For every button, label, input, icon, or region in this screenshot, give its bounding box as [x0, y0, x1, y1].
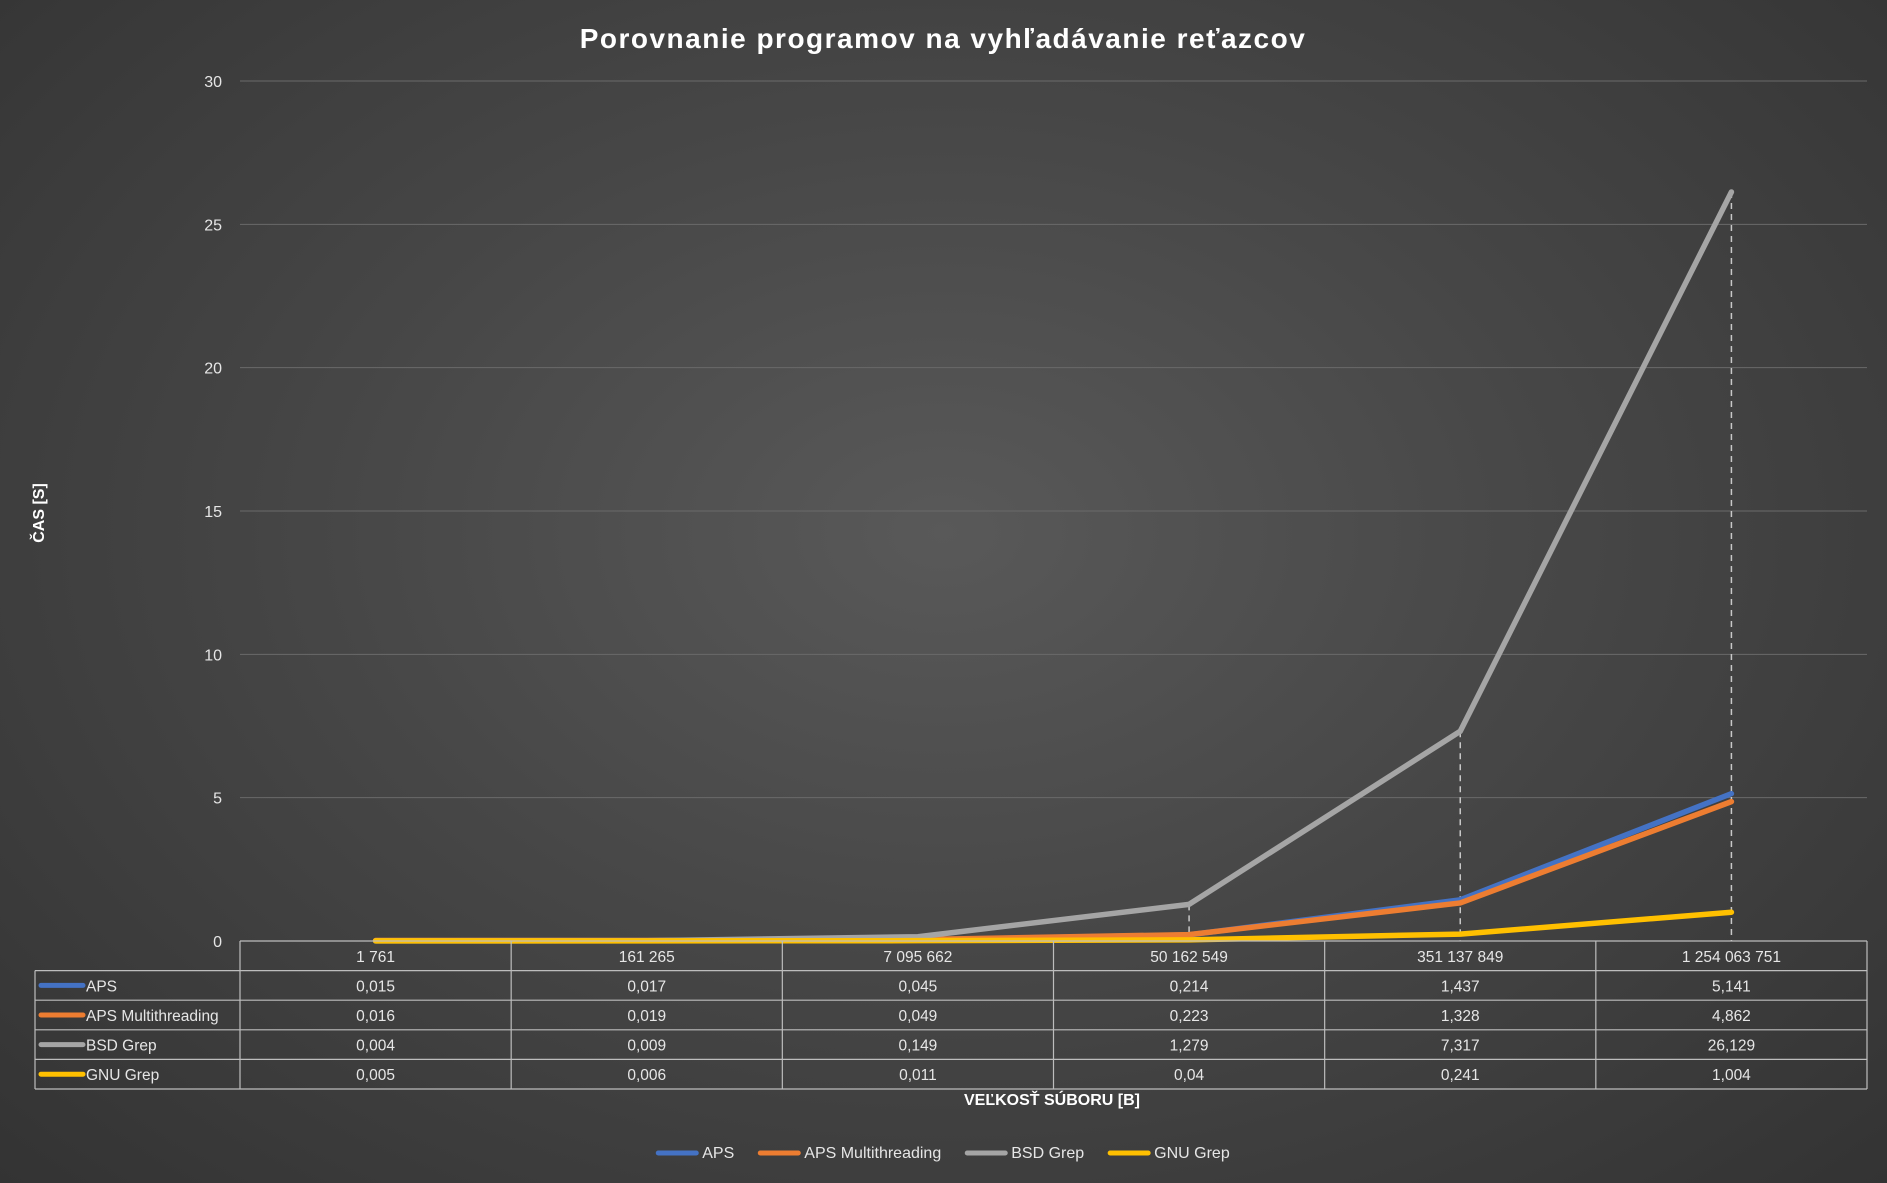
table-cell-value: 0,04: [1174, 1067, 1205, 1084]
table-series-name: BSD Grep: [86, 1038, 157, 1055]
x-category-label: 50 162 549: [1150, 949, 1228, 966]
table-cell-value: 0,045: [899, 978, 938, 995]
legend-label: APS Multithreading: [804, 1145, 941, 1162]
table-cell-value: 1,004: [1712, 1067, 1751, 1084]
y-tick-label: 25: [204, 217, 222, 234]
legend-label: APS: [702, 1145, 734, 1162]
legend: APS APS Multithreading BSD Grep GNU Grep: [655, 1145, 1230, 1162]
chart-title: Porovnanie programov na vyhľadávanie reť…: [580, 23, 1307, 54]
table-cell-value: 1,437: [1441, 978, 1480, 995]
y-tick-label: 20: [204, 361, 222, 378]
table-cell-value: 0,241: [1441, 1067, 1480, 1084]
legend-label: GNU Grep: [1154, 1145, 1230, 1162]
table-cell-value: 0,009: [627, 1038, 666, 1055]
y-axis-ticks: 0 5 10 15 20 25 30: [204, 74, 222, 951]
table-cell-value: 0,016: [356, 1008, 395, 1025]
table-series-name: APS: [86, 978, 117, 995]
table-cell-value: 0,019: [627, 1008, 666, 1025]
x-category-label: 7 095 662: [883, 949, 952, 966]
x-axis-label: VEĽKOSŤ SÚBORU [B]: [964, 1090, 1140, 1109]
y-tick-label: 10: [204, 647, 222, 664]
series-lines: [372, 189, 1735, 944]
table-cell-value: 0,049: [899, 1008, 938, 1025]
x-category-label: 1 761: [356, 949, 395, 966]
table-series-name: GNU Grep: [86, 1067, 159, 1084]
table-cell-value: 26,129: [1708, 1038, 1755, 1055]
y-tick-label: 0: [213, 934, 222, 951]
legend-label: BSD Grep: [1011, 1145, 1084, 1162]
x-category-label: 1 254 063 751: [1682, 949, 1781, 966]
y-axis-label: ČAS [S]: [29, 483, 48, 543]
table-cell-value: 0,004: [356, 1038, 395, 1055]
table-cell-value: 0,015: [356, 978, 395, 995]
gridlines: [240, 80, 1867, 799]
y-tick-label: 15: [204, 504, 222, 521]
table-cell-value: 7,317: [1441, 1038, 1480, 1055]
table-cell-value: 0,214: [1170, 978, 1209, 995]
x-category-label: 351 137 849: [1417, 949, 1503, 966]
table-cell-value: 0,011: [899, 1067, 937, 1084]
y-tick-label: 5: [213, 791, 222, 808]
table-cell-value: 1,279: [1170, 1038, 1209, 1055]
table-cell-value: 4,862: [1712, 1008, 1751, 1025]
y-tick-label: 30: [204, 74, 222, 91]
table-cell-value: 5,141: [1712, 978, 1751, 995]
series-line-bsd-grep: [372, 189, 1735, 944]
table-series-name: APS Multithreading: [86, 1008, 219, 1025]
table-cell-value: 1,328: [1441, 1008, 1480, 1025]
table-cell-value: 0,223: [1170, 1008, 1209, 1025]
x-category-label: 161 265: [619, 949, 675, 966]
table-cell-value: 0,017: [627, 978, 666, 995]
data-table: 1 761 161 265 7 095 662 50 162 549 351 137 8…: [34, 940, 1868, 1090]
table-cell-value: 0,005: [356, 1067, 395, 1084]
table-cell-value: 0,006: [627, 1067, 666, 1084]
drop-lines: [1188, 191, 1733, 941]
table-cell-value: 0,149: [899, 1038, 938, 1055]
